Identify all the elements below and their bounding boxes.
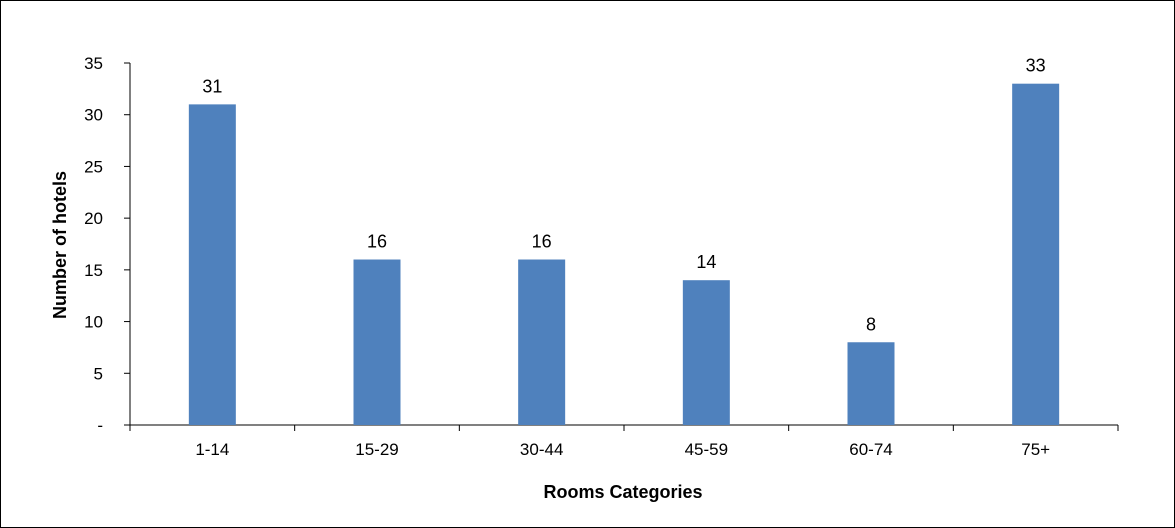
bar-1-14 bbox=[188, 104, 236, 425]
x-tick-label-15-29: 15-29 bbox=[355, 440, 398, 459]
y-tick-label: 10 bbox=[84, 313, 103, 332]
data-labels: 31 16 16 14 8 33 bbox=[202, 56, 1045, 335]
y-tick-label: 30 bbox=[84, 106, 103, 125]
x-tick-label-45-59: 45-59 bbox=[685, 440, 728, 459]
bars bbox=[188, 83, 1060, 425]
x-axis: 1-14 15-29 30-44 45-59 60-74 75+ bbox=[129, 424, 1119, 459]
y-tick-label: 20 bbox=[84, 209, 103, 228]
x-tick-label-75+: 75+ bbox=[1021, 440, 1050, 459]
bar-60-74 bbox=[847, 342, 895, 425]
bar-75+ bbox=[1012, 83, 1060, 425]
bar-45-59 bbox=[682, 280, 730, 425]
bar-30-44 bbox=[518, 259, 566, 425]
y-tick-label: 5 bbox=[94, 364, 103, 383]
y-axis-title: Number of hotels bbox=[50, 171, 70, 319]
y-tick-label: 25 bbox=[84, 157, 103, 176]
y-axis: - 5 10 15 20 25 30 35 bbox=[84, 54, 131, 435]
data-label-30-44: 16 bbox=[532, 232, 552, 252]
x-tick-label-60-74: 60-74 bbox=[849, 440, 892, 459]
y-tick-label: - bbox=[97, 416, 103, 435]
data-label-1-14: 31 bbox=[202, 76, 222, 96]
data-label-75+: 33 bbox=[1026, 56, 1046, 76]
y-tick-label: 15 bbox=[84, 261, 103, 280]
x-axis-title: Rooms Categories bbox=[543, 482, 702, 502]
x-tick-label-30-44: 30-44 bbox=[520, 440, 563, 459]
bar-15-29 bbox=[353, 259, 401, 425]
data-label-60-74: 8 bbox=[866, 314, 876, 334]
data-label-45-59: 14 bbox=[696, 252, 716, 272]
x-tick-label-1-14: 1-14 bbox=[195, 440, 229, 459]
data-label-15-29: 16 bbox=[367, 232, 387, 252]
y-tick-label: 35 bbox=[84, 54, 103, 73]
